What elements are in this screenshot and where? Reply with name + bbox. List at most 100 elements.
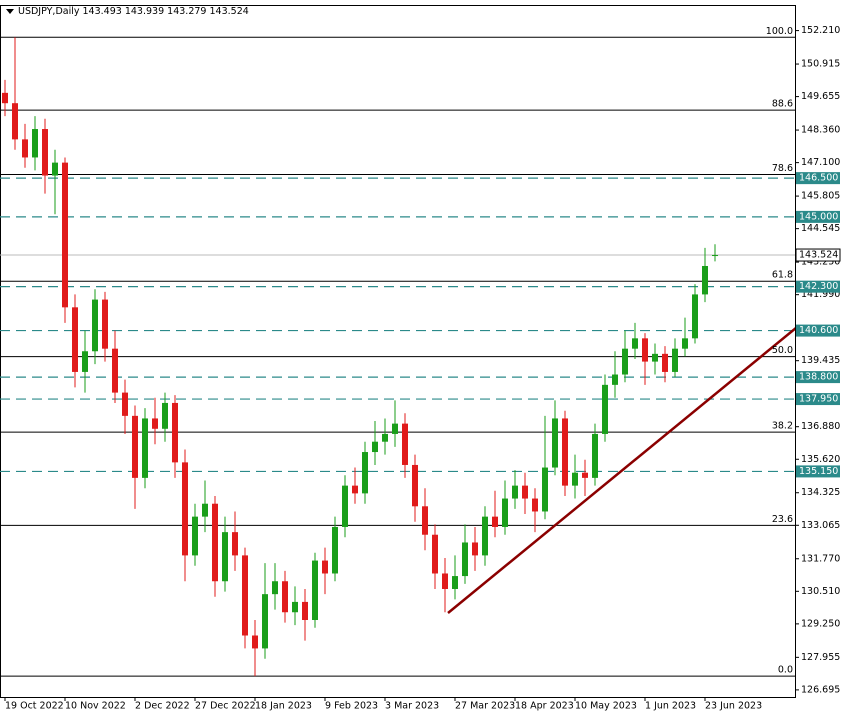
candle-body <box>142 418 148 478</box>
x-tick-label: 18 Jan 2023 <box>255 701 312 712</box>
fib-label: 88.6 <box>772 99 793 110</box>
x-tick-label: 3 Mar 2023 <box>385 701 439 712</box>
candle-body <box>52 162 58 176</box>
y-tick-label: 133.065 <box>801 520 840 531</box>
candle-body <box>62 162 68 308</box>
level-label: 140.600 <box>799 325 838 336</box>
candle-body <box>702 265 708 295</box>
x-tick-label: 10 Nov 2022 <box>65 701 126 712</box>
y-tick-label: 131.770 <box>801 553 840 564</box>
price-box <box>795 248 841 262</box>
y-tick-label: 130.510 <box>801 586 840 597</box>
level-label: 138.800 <box>799 372 838 383</box>
close: 143.524 <box>210 6 249 17</box>
candle-body <box>322 560 328 574</box>
candle-body <box>672 348 678 372</box>
candle-body <box>282 581 288 613</box>
symbol: USDJPY,Daily <box>18 6 80 17</box>
x-tick-label: 1 Jun 2023 <box>645 701 696 712</box>
candle-body <box>152 418 158 429</box>
candle-body <box>242 555 248 636</box>
fib-label: 38.2 <box>772 421 793 432</box>
candle-body <box>262 594 268 649</box>
candle-body <box>382 433 388 442</box>
fib-label: 0.0 <box>778 665 793 676</box>
x-tick-label: 10 May 2023 <box>575 701 637 712</box>
y-tick-label: 144.545 <box>801 223 840 234</box>
x-tick-label: 27 Dec 2022 <box>195 701 256 712</box>
candle-body <box>522 485 528 499</box>
x-tick-label: 18 Apr 2023 <box>515 701 574 712</box>
level-box <box>796 280 840 293</box>
candle-body <box>682 338 688 349</box>
candle-body <box>172 402 178 463</box>
y-tick-label: 149.655 <box>801 91 840 102</box>
y-tick-label: 152.210 <box>801 25 840 36</box>
level-box <box>796 324 840 337</box>
x-tick-label: 2 Dec 2022 <box>135 701 190 712</box>
candle-body <box>132 415 138 478</box>
y-tick-label: 148.360 <box>801 125 840 136</box>
candle-body <box>112 348 118 393</box>
level-label: 146.500 <box>799 173 838 184</box>
candle-body <box>612 374 618 385</box>
x-tick-label: 19 Oct 2022 <box>5 701 64 712</box>
plot-area <box>0 36 795 677</box>
candle-body <box>302 601 308 620</box>
candle-body <box>82 351 88 372</box>
y-tick-label: 136.880 <box>801 421 840 432</box>
candle-body <box>182 462 188 556</box>
fib-label: 100.0 <box>766 26 793 37</box>
fib-label: 78.6 <box>772 163 793 174</box>
candle-body <box>632 338 638 349</box>
level-box <box>796 465 840 478</box>
candle-body <box>452 576 458 589</box>
candle-body <box>252 635 258 649</box>
level-box <box>796 393 840 406</box>
candle-body <box>362 452 368 494</box>
header: USDJPY,Daily 143.493 143.939 143.279 143… <box>18 6 249 17</box>
candle-body <box>512 485 518 499</box>
menu-arrow[interactable] <box>6 9 14 14</box>
candle-body <box>642 338 648 362</box>
y-tick-label: 129.250 <box>801 618 840 629</box>
candle-body <box>572 472 578 486</box>
candle-body <box>22 139 28 158</box>
candle-body <box>342 485 348 527</box>
level-box <box>796 210 840 223</box>
candle-body <box>582 472 588 478</box>
candle-body <box>442 573 448 589</box>
candle-body <box>12 103 18 140</box>
candle-body <box>352 485 358 494</box>
y-tick-label: 141.990 <box>801 289 840 300</box>
candle-body <box>662 353 668 372</box>
candle-body <box>652 353 658 362</box>
candle-body <box>32 129 38 158</box>
candle-body <box>692 294 698 339</box>
y-tick-label: 147.100 <box>801 157 840 168</box>
candle-body <box>272 581 278 595</box>
plot-frame <box>0 5 796 698</box>
fib-label: 61.8 <box>772 270 793 281</box>
candle-body <box>332 526 338 574</box>
y-tick-label: 135.620 <box>801 454 840 465</box>
candle-body <box>482 516 488 556</box>
candle-body <box>542 467 548 512</box>
candle-body <box>2 92 8 104</box>
y-tick-label: 134.325 <box>801 487 840 498</box>
candle-body <box>592 433 598 478</box>
candle-body <box>292 601 298 613</box>
candle-body <box>432 534 438 574</box>
x-tick-label: 27 Mar 2023 <box>455 701 515 712</box>
level-box <box>796 371 840 384</box>
candle-body <box>472 542 478 556</box>
y-tick-label: 143.250 <box>801 257 840 268</box>
trendline <box>447 327 795 614</box>
candle-body <box>372 441 378 453</box>
y-tick-label: 150.915 <box>801 59 840 70</box>
candle-body <box>202 503 208 517</box>
fib-label: 50.0 <box>772 345 793 356</box>
candle-body <box>622 348 628 375</box>
candle-body <box>42 129 48 176</box>
level-label: 145.000 <box>799 211 838 222</box>
